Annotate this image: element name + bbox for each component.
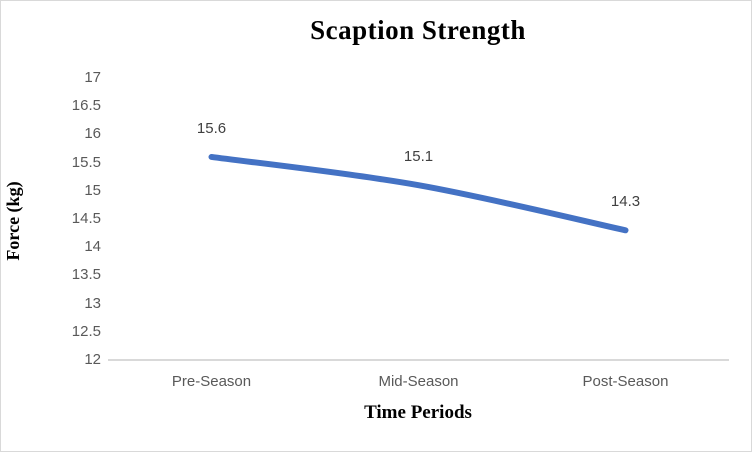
y-tick-label: 16.5 — [71, 97, 101, 115]
y-tick-label: 12 — [84, 351, 101, 368]
data-point-label: 15.1 — [403, 148, 434, 166]
x-category-label: Pre-Season — [171, 373, 252, 390]
chart-title: Scaption Strength — [310, 15, 526, 45]
x-category-label: Post-Season — [582, 373, 669, 390]
data-point-label: 14.3 — [610, 193, 641, 211]
x-category-label: Mid-Season — [378, 373, 459, 390]
y-tick-label: 16 — [84, 125, 101, 143]
series-line — [208, 153, 629, 234]
y-tick-label: 13 — [84, 294, 101, 312]
y-tick-label: 13.5 — [71, 266, 101, 284]
y-tick-label: 17 — [84, 69, 101, 86]
y-tick-label: 15 — [84, 181, 101, 199]
data-point-label: 15.6 — [196, 119, 227, 137]
x-axis-title: Time Periods — [364, 402, 472, 423]
y-tick-label: 14 — [84, 238, 101, 256]
y-tick-label: 14.5 — [71, 210, 101, 227]
y-tick-label: 12.5 — [71, 322, 101, 340]
y-tick-label: 15.5 — [71, 153, 101, 171]
